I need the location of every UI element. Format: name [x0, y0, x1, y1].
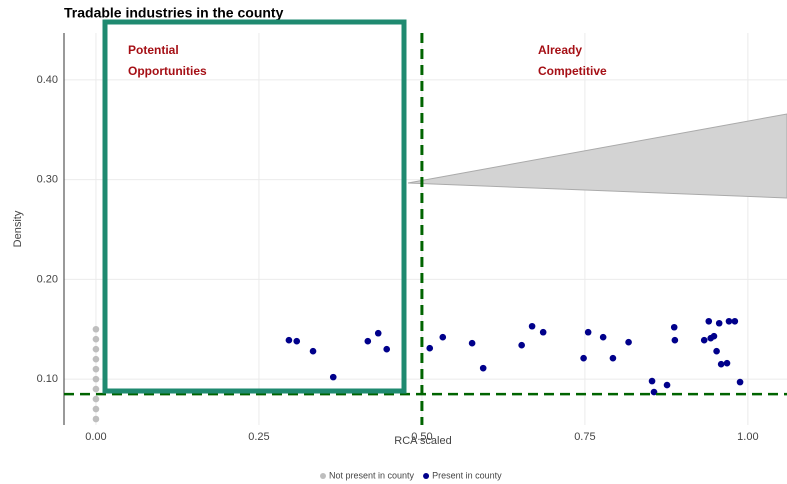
point — [285, 336, 293, 344]
point — [648, 377, 656, 385]
annotation: Opportunities — [128, 64, 207, 78]
point — [364, 337, 372, 345]
point — [609, 354, 617, 362]
point — [736, 378, 744, 386]
point — [92, 415, 100, 423]
point — [439, 333, 447, 341]
y-tick-label: 0.10 — [37, 373, 58, 385]
legend-label: Present in county — [432, 470, 502, 480]
point — [479, 364, 487, 372]
y-tick-label: 0.20 — [37, 273, 58, 285]
y-tick-label: 0.30 — [37, 174, 58, 186]
legend-marker — [423, 473, 430, 479]
y-tick-label: 0.40 — [37, 74, 58, 86]
wedge-shape — [407, 113, 787, 199]
point — [92, 345, 100, 353]
x-tick-label: 0.75 — [574, 431, 595, 443]
point — [715, 319, 723, 327]
annotation: Competitive — [538, 64, 607, 78]
point — [329, 373, 337, 381]
point — [705, 317, 713, 325]
point — [599, 333, 607, 341]
legend-label: Not present in county — [329, 470, 415, 480]
point — [670, 323, 678, 331]
x-tick-label: 0.25 — [248, 431, 269, 443]
point — [663, 381, 671, 389]
chart-title: Tradable industries in the county — [64, 5, 284, 21]
point — [518, 341, 525, 349]
x-axis-label: RCA scaled — [394, 435, 451, 447]
highlight-box — [102, 19, 407, 394]
point — [584, 328, 592, 336]
point — [710, 332, 718, 340]
point — [426, 344, 434, 352]
point — [700, 336, 708, 344]
point — [717, 360, 725, 368]
x-tick-label: 0.00 — [85, 431, 106, 443]
point — [723, 359, 731, 367]
point — [309, 347, 317, 355]
point — [92, 375, 100, 383]
annotation: Already — [538, 43, 582, 57]
point — [528, 322, 536, 330]
x-tick-label: 1.00 — [737, 431, 758, 443]
point — [374, 329, 382, 337]
point — [92, 355, 100, 363]
point — [92, 325, 100, 333]
y-axis-label: Density — [12, 210, 24, 247]
annotation: Potential — [128, 43, 179, 57]
point — [468, 339, 476, 347]
point — [731, 317, 739, 325]
point — [92, 365, 100, 373]
point — [625, 338, 632, 346]
point — [650, 388, 658, 396]
legend-marker — [320, 473, 326, 479]
point — [725, 317, 733, 325]
point — [539, 328, 547, 336]
point — [92, 335, 100, 343]
point — [713, 347, 720, 355]
point — [92, 395, 100, 403]
point — [580, 354, 587, 362]
point — [293, 337, 301, 345]
point — [92, 385, 100, 393]
point — [671, 336, 679, 344]
point — [92, 405, 100, 413]
point — [383, 345, 391, 353]
x-tick-label: 0.50 — [411, 431, 432, 443]
